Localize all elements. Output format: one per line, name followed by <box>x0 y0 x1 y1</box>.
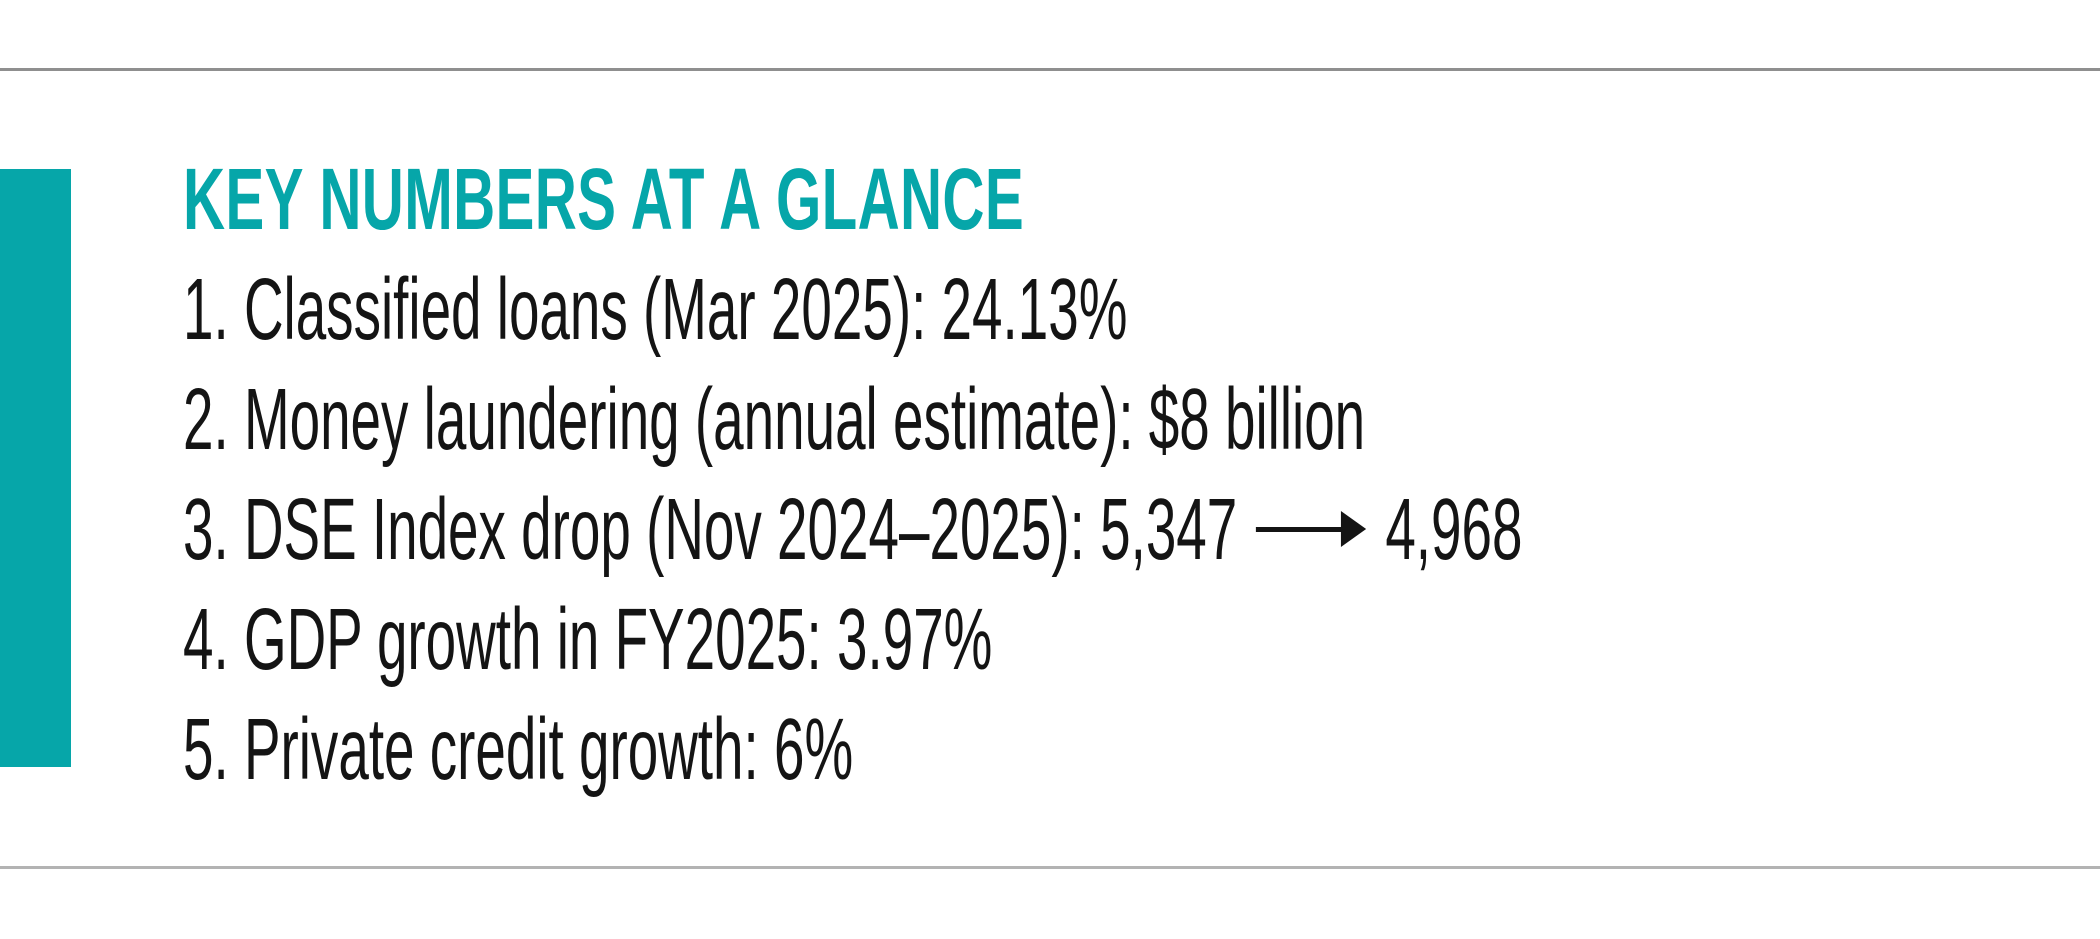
list-item-text: 3. DSE Index drop (Nov 2024–2025): 5,347 <box>183 481 1238 578</box>
list-item: 4. GDP growth in FY2025: 3.97% <box>183 585 2100 695</box>
list-item: 5. Private credit growth: 6% <box>183 695 2100 805</box>
list-item: 1. Classified loans (Mar 2025): 24.13% <box>183 255 2100 365</box>
right-arrow-shaft <box>1256 527 1344 532</box>
panel-title-text: KEY NUMBERS AT A GLANCE <box>183 151 1025 248</box>
right-arrow-icon <box>1256 511 1367 547</box>
list-item-text: 2. Money laundering (annual estimate): $… <box>183 371 1366 468</box>
list-item-text: 5. Private credit growth: 6% <box>183 701 854 798</box>
accent-bar <box>0 169 71 767</box>
list-item-arrow-target: 4,968 <box>1385 481 1523 578</box>
list-item-text: 1. Classified loans (Mar 2025): 24.13% <box>183 261 1128 358</box>
panel-title: KEY NUMBERS AT A GLANCE <box>183 145 1438 255</box>
bottom-divider <box>0 866 2100 869</box>
top-divider <box>0 68 2100 71</box>
right-arrow-head <box>1341 511 1367 547</box>
list-item: 3. DSE Index drop (Nov 2024–2025): 5,347… <box>183 475 2100 585</box>
list-item: 2. Money laundering (annual estimate): $… <box>183 365 2100 475</box>
key-numbers-list: 1. Classified loans (Mar 2025): 24.13% 2… <box>183 255 2100 805</box>
list-item-text-with-arrow: 3. DSE Index drop (Nov 2024–2025): 5,347… <box>183 475 1522 585</box>
list-item-text: 4. GDP growth in FY2025: 3.97% <box>183 591 993 688</box>
